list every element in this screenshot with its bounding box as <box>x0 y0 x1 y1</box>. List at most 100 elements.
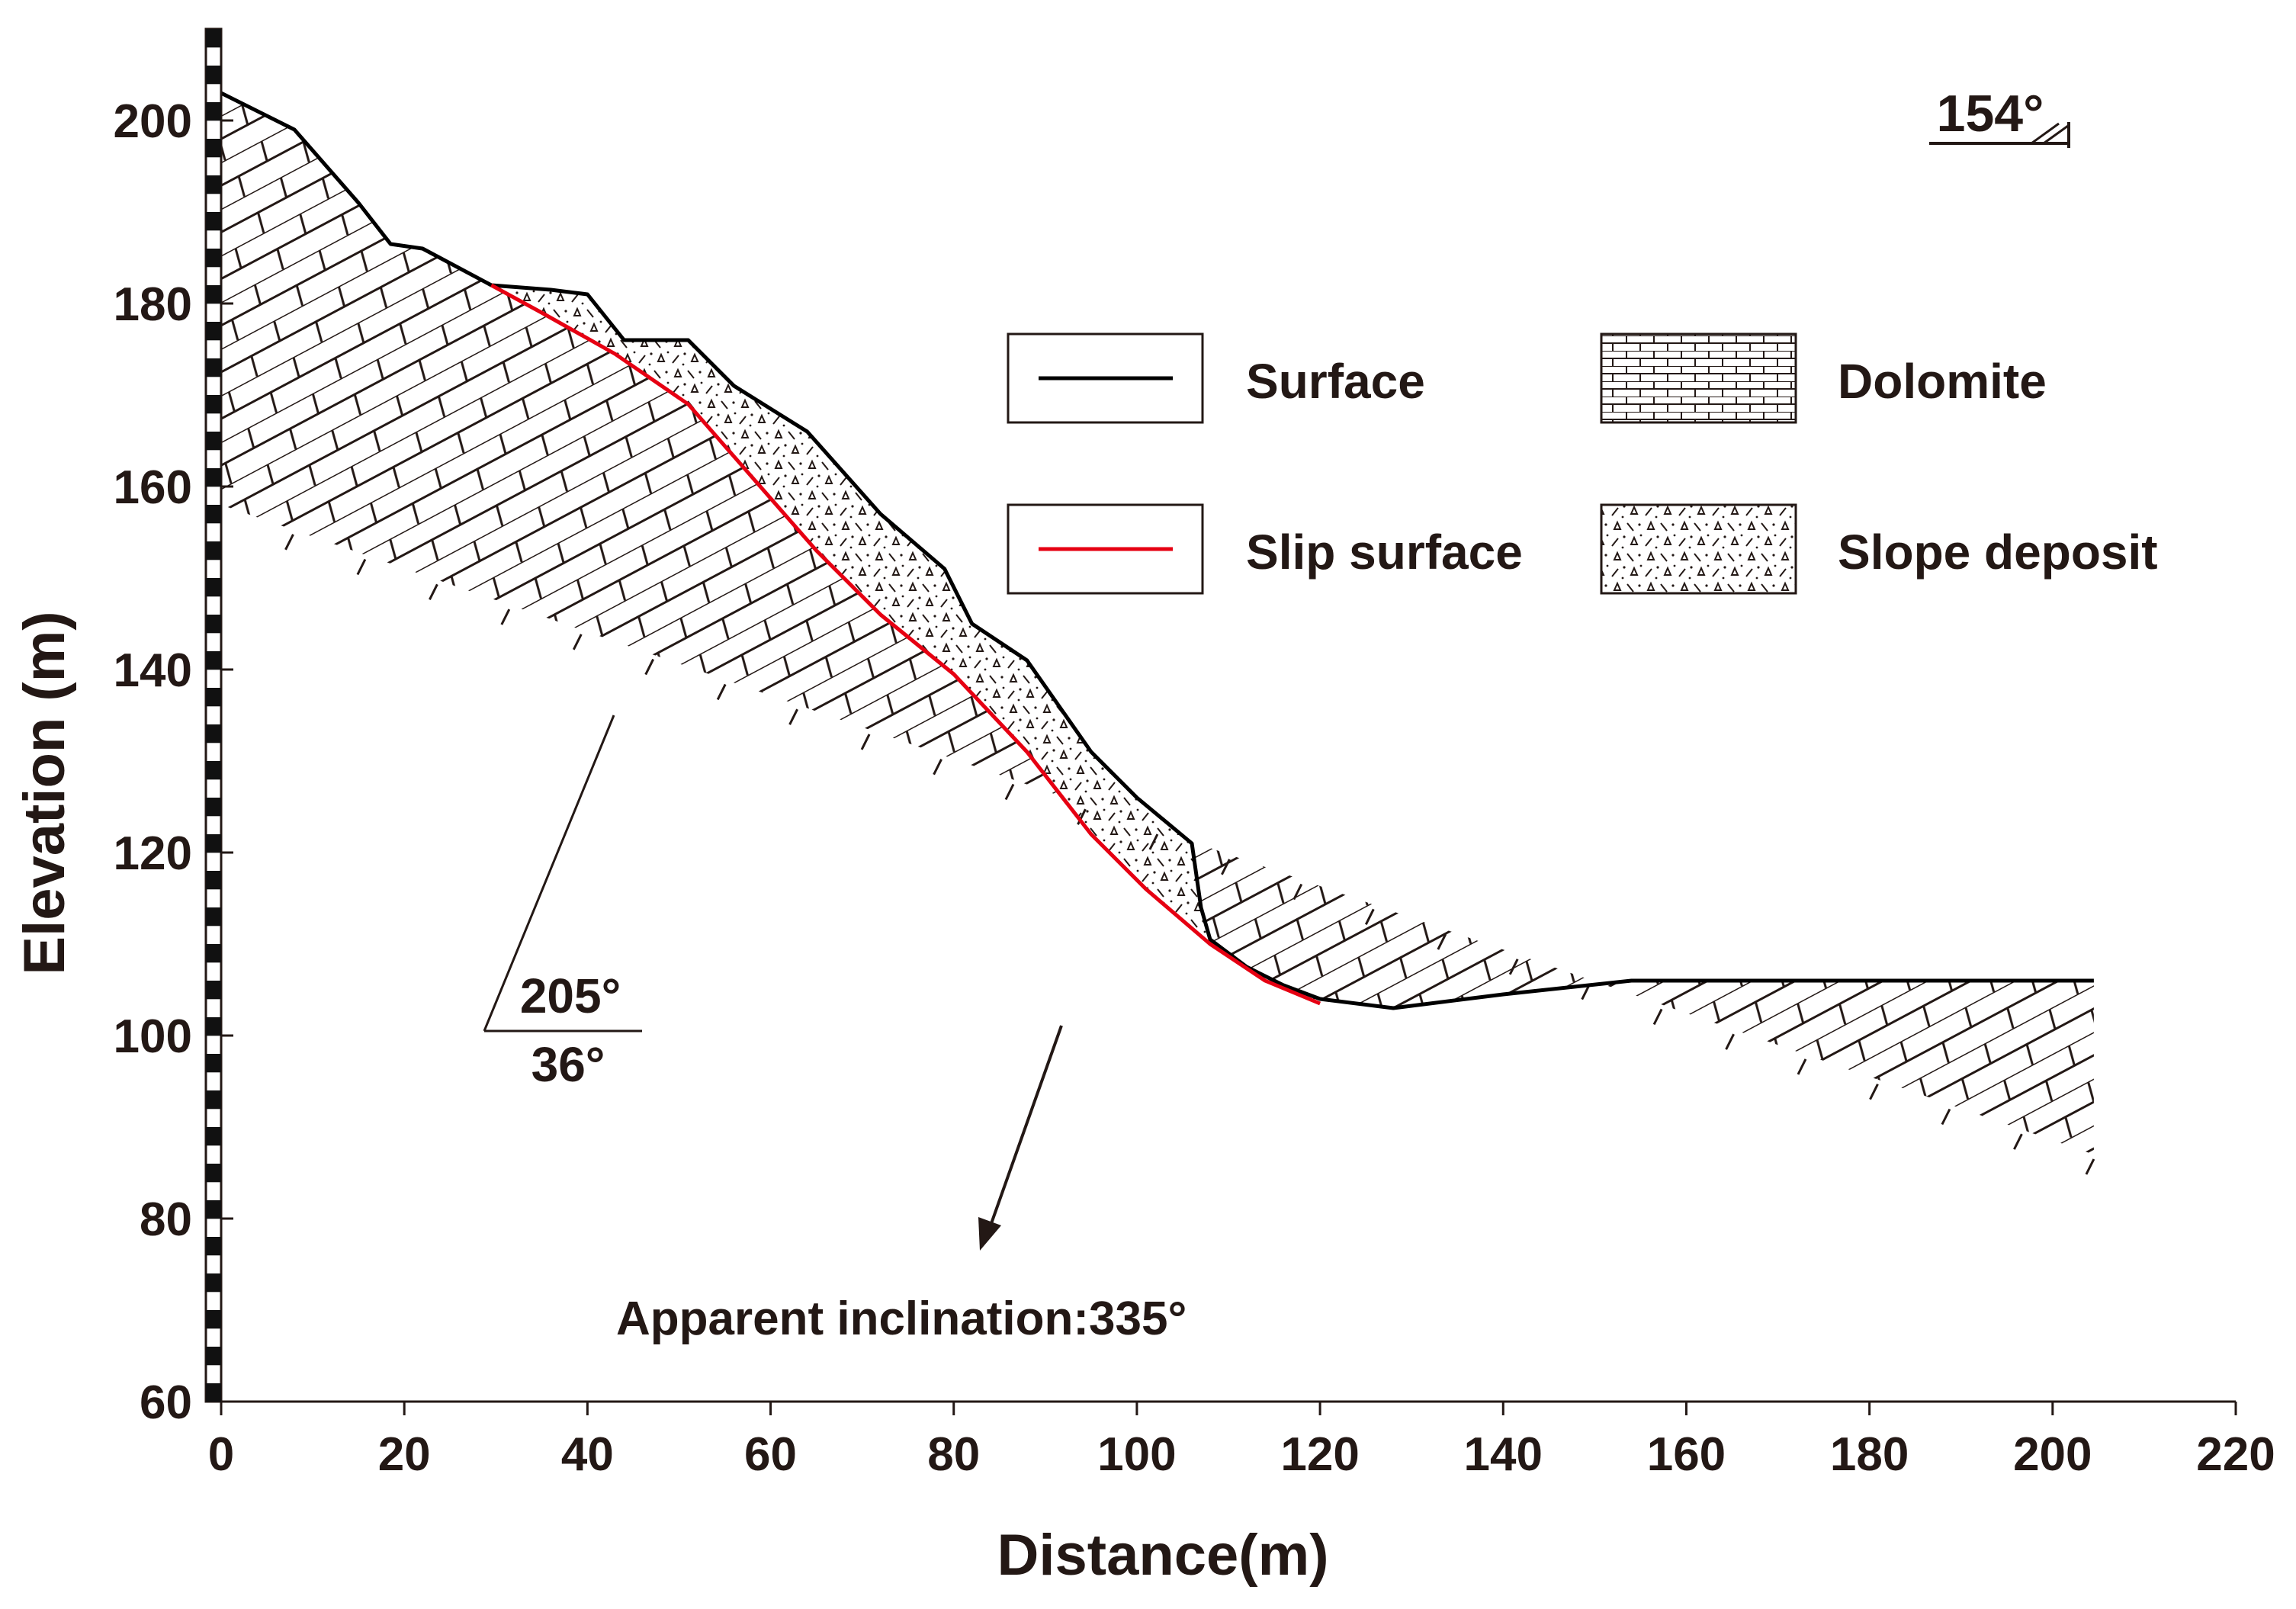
scale-bar-block <box>206 322 221 341</box>
strata-edge-mark <box>1725 1033 1735 1050</box>
strike-label: 154° <box>1937 85 2044 143</box>
strata-edge-mark <box>1004 783 1015 801</box>
strata-edge-mark <box>716 683 727 701</box>
scale-bar-block <box>206 871 221 890</box>
scale-bar-block <box>206 432 221 451</box>
scale-bar-block <box>206 907 221 927</box>
strata-edge-mark <box>1077 808 1087 825</box>
x-tick-label: 140 <box>1464 1428 1543 1481</box>
strata-edge-mark <box>1797 1058 1807 1075</box>
rock-layers <box>221 93 2094 1155</box>
scale-bar-block <box>206 688 221 707</box>
scale-bar-block <box>206 395 221 414</box>
scale-bar-block <box>206 944 221 963</box>
strata-edge-mark <box>284 534 294 551</box>
scale-bar-block <box>206 724 221 743</box>
strata-edge-mark <box>356 558 367 576</box>
strata-edge-mark <box>860 734 871 750</box>
x-tick-label: 80 <box>927 1428 980 1481</box>
strata-edge-mark <box>1652 1008 1663 1026</box>
dip-symbol: 205° 36° <box>483 715 642 1092</box>
scale-bar-block <box>206 834 221 853</box>
x-tick-label: 120 <box>1280 1428 1359 1481</box>
apparent-arrow-head <box>978 1217 1001 1251</box>
strike-hatch-1 <box>2031 122 2060 145</box>
scale-bar-block <box>206 761 221 780</box>
strata-edge-mark <box>1221 859 1231 875</box>
scale-bar-block <box>206 1237 221 1256</box>
scale-bar-block <box>206 541 221 560</box>
strike-symbol: 154° <box>1929 85 2070 148</box>
apparent-inclination-arrow: Apparent inclination:335° <box>616 1025 1187 1345</box>
x-axis: 0 20 40 60 80 100 120 140 160 180 200 220 <box>208 1400 2275 1481</box>
y-ticks: 60 80 100 120 140 160 180 200 <box>114 95 233 1429</box>
legend-dolomite-swatch <box>1600 332 1797 424</box>
x-tick-label: 180 <box>1830 1428 1909 1481</box>
scale-bar-block <box>206 358 221 377</box>
y-tick-label: 160 <box>114 461 192 514</box>
y-tick-label: 140 <box>114 644 192 697</box>
scale-bar-block <box>206 1164 221 1183</box>
surface-line <box>220 91 2094 1010</box>
strata-edge-mark <box>1364 908 1375 925</box>
strike-hatch-2 <box>2043 124 2069 145</box>
x-tick-label: 160 <box>1647 1428 1726 1481</box>
y-tick-label: 180 <box>114 278 192 331</box>
y-tick-label: 200 <box>114 95 192 148</box>
scale-bar-block <box>206 1310 221 1329</box>
scale-bar-block <box>206 1200 221 1219</box>
scale-bar-block <box>206 212 221 231</box>
strata-edge-mark <box>2085 1158 2095 1175</box>
legend-dolomite-label: Dolomite <box>1838 354 2047 409</box>
strata-edge-mark <box>788 708 798 725</box>
dip-leader-line <box>483 715 615 1032</box>
scale-bar-block <box>206 1054 221 1073</box>
apparent-inclination-label: Apparent inclination:335° <box>616 1293 1187 1345</box>
strata-edge-mark <box>429 583 438 600</box>
scale-bar-block <box>206 139 221 158</box>
strata-edge-mark <box>2013 1133 2023 1150</box>
slope-deposit-layer <box>491 285 1321 1004</box>
scale-bar-block <box>206 468 221 487</box>
scale-bar-block <box>206 175 221 194</box>
scale-bar-block <box>206 1347 221 1366</box>
legend-deposit-label: Slope deposit <box>1838 525 2158 580</box>
slip-surface-line <box>490 283 1321 1006</box>
x-tick-label: 100 <box>1097 1428 1176 1481</box>
dip-angle-label: 36° <box>531 1037 605 1092</box>
scale-bar-block <box>206 505 221 524</box>
strata-edge-mark <box>1293 883 1303 901</box>
y-axis-scale-blocks <box>206 29 221 1402</box>
scale-bar-block <box>206 1090 221 1110</box>
scale-bar-block <box>206 29 221 48</box>
x-tick-label: 0 <box>208 1428 234 1481</box>
x-ticks: 0 20 40 60 80 100 120 140 160 180 200 220 <box>208 1402 2275 1481</box>
y-tick-label: 80 <box>140 1193 192 1246</box>
scale-bar-block <box>206 651 221 670</box>
scale-bar-block <box>206 1127 221 1146</box>
strata-edges <box>212 509 2095 1175</box>
legend-deposit-swatch <box>1600 503 1797 595</box>
legend-surface-label: Surface <box>1246 354 1425 409</box>
series-lines <box>220 91 2094 1010</box>
legend-slip-label: Slip surface <box>1246 525 1523 580</box>
y-tick-label: 120 <box>114 827 192 880</box>
x-tick-label: 220 <box>2196 1428 2275 1481</box>
apparent-arrow-shaft <box>988 1025 1063 1228</box>
strata-edge-mark <box>500 609 511 625</box>
y-axis-scale-bar <box>204 27 223 1403</box>
strata-edge-mark <box>1941 1108 1951 1126</box>
strata-edge-mark <box>1148 833 1159 850</box>
scale-bar-block <box>206 1017 221 1036</box>
y-tick-label: 100 <box>114 1010 192 1063</box>
strata-edge-mark <box>644 658 655 676</box>
x-tick-label: 40 <box>561 1428 614 1481</box>
x-tick-label: 60 <box>744 1428 797 1481</box>
scale-bar-block <box>206 1273 221 1293</box>
strata-edge-mark <box>1869 1084 1879 1100</box>
scale-bar-block <box>206 249 221 268</box>
x-tick-label: 20 <box>378 1428 431 1481</box>
scale-bar-block <box>206 615 221 634</box>
scale-bar-block <box>206 981 221 1000</box>
